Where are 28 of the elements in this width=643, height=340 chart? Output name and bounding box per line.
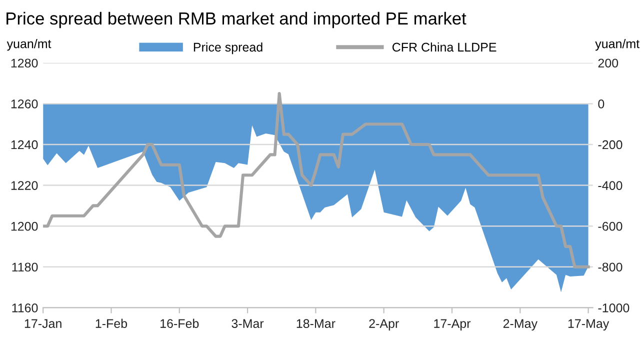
y-tick-label: 1280 — [11, 58, 38, 68]
x-tick-label: 1-Feb — [96, 318, 128, 328]
y-tick-label: 1180 — [12, 262, 38, 272]
x-tick-label: 17-May — [568, 319, 610, 330]
y2-tick-label: -600 — [598, 222, 622, 231]
y2-tick-label: 0 — [598, 100, 604, 108]
y2-axis-title: yuan/mt — [595, 39, 640, 51]
y-axis-title: yuan/mt — [6, 39, 52, 51]
x-tick-label: 18-Mar — [296, 319, 336, 328]
x-tick-label: 2-Apr — [369, 319, 399, 330]
y2-tick-label: -200 — [598, 140, 622, 150]
x-tick-label: 3-Mar — [232, 319, 264, 328]
y2-tick-label: -400 — [598, 181, 622, 190]
legend-label: CFR China LLDPE — [392, 42, 496, 52]
x-tick-label: 2-May — [503, 319, 538, 330]
y2-tick-label: -1000 — [598, 304, 630, 312]
chart-title: Price spread between RMB market and imported PE market — [6, 12, 466, 28]
x-tick-label: 17-Apr — [434, 319, 471, 330]
y2-tick-label: 200 — [598, 58, 618, 68]
y2-tick-label: -800 — [598, 262, 622, 272]
y-tick-label: 1260 — [11, 100, 38, 108]
y-tick-label: 1200 — [11, 222, 38, 231]
x-tick-label: 16-Feb — [160, 318, 199, 328]
y-tick-label: 1220 — [11, 181, 38, 190]
y-tick-label: 1240 — [11, 140, 38, 150]
legend-label: Price spread — [194, 42, 262, 54]
y-tick-label: 1160 — [12, 304, 38, 312]
x-tick-label: 17-Jan — [24, 319, 62, 328]
